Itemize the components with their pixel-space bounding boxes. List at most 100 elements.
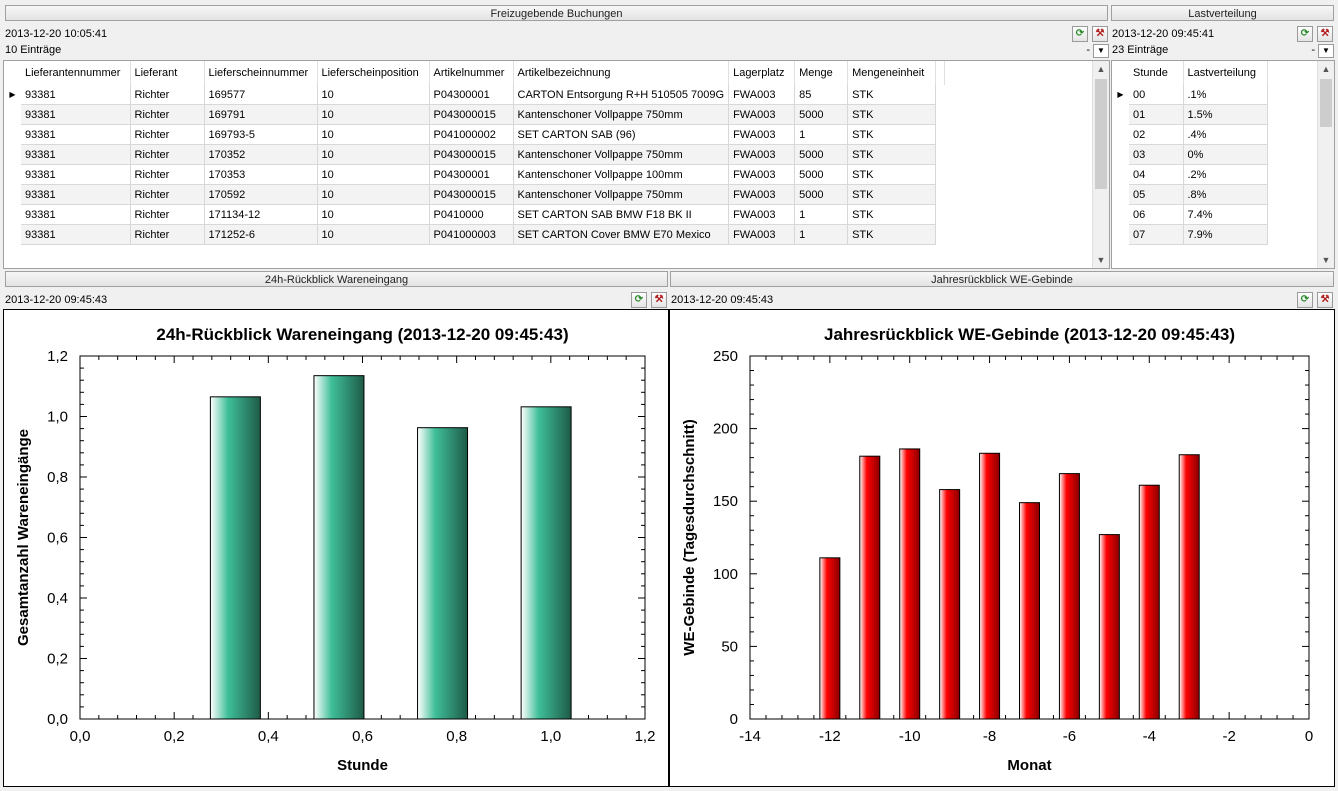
- yearly-settings-button[interactable]: ⚒: [1317, 292, 1333, 308]
- table-cell[interactable]: FWA003: [728, 124, 796, 145]
- table-cell[interactable]: 169577: [204, 85, 318, 105]
- table-cell[interactable]: P0410000: [429, 204, 514, 225]
- table-cell[interactable]: FWA003: [728, 144, 796, 165]
- table-row[interactable]: ▶ 93381 Richter 169577 10 P04300001 CARTON Ent…: [4, 85, 945, 105]
- load-column-header[interactable]: Stunde: [1129, 61, 1184, 85]
- table-cell[interactable]: 170352: [204, 144, 318, 165]
- table-cell[interactable]: 169793-5: [204, 124, 318, 145]
- bookings-vertical-scrollbar[interactable]: ▲ ▼: [1092, 61, 1109, 268]
- row-selector[interactable]: [4, 145, 21, 165]
- table-cell[interactable]: STK: [847, 104, 937, 125]
- row-selector[interactable]: [1112, 125, 1129, 145]
- table-cell[interactable]: 93381: [21, 85, 131, 105]
- row-selector[interactable]: [4, 185, 21, 205]
- table-cell[interactable]: 170592: [204, 184, 318, 205]
- receipts24h-refresh-button[interactable]: ⟳: [631, 292, 647, 308]
- table-cell[interactable]: 06: [1129, 204, 1184, 225]
- table-cell[interactable]: 10: [317, 184, 430, 205]
- table-cell[interactable]: 93381: [21, 124, 131, 145]
- table-row[interactable]: 05.8%: [1112, 184, 1268, 205]
- table-row[interactable]: 93381 Richter 170592 10 P043000015 Kantenscho…: [4, 184, 945, 205]
- table-cell[interactable]: 93381: [21, 164, 131, 185]
- table-cell[interactable]: .2%: [1183, 164, 1268, 185]
- table-cell[interactable]: P043000015: [429, 104, 514, 125]
- table-cell[interactable]: STK: [847, 184, 937, 205]
- table-row[interactable]: ▶ 00.1%: [1112, 85, 1268, 105]
- table-cell[interactable]: 85: [794, 85, 849, 105]
- table-cell[interactable]: 01: [1129, 104, 1184, 125]
- table-cell[interactable]: Kantenschoner Vollpappe 750mm: [513, 104, 730, 125]
- table-row[interactable]: 01 1.5%: [1112, 104, 1268, 125]
- scroll-down-icon[interactable]: ▼: [1321, 255, 1331, 265]
- table-cell[interactable]: 04: [1129, 164, 1184, 185]
- row-selector[interactable]: ▶: [1112, 85, 1129, 105]
- table-cell[interactable]: 5000: [794, 104, 849, 125]
- table-cell[interactable]: .4%: [1183, 124, 1268, 145]
- table-cell[interactable]: CARTON Entsorgung R+H 510505 7009G: [513, 85, 730, 105]
- table-cell[interactable]: Richter: [130, 184, 205, 205]
- table-cell[interactable]: STK: [847, 85, 937, 105]
- bookings-column-header[interactable]: Lieferant: [130, 61, 205, 85]
- bookings-column-header[interactable]: Artikelbezeichnung: [513, 61, 730, 85]
- table-cell[interactable]: STK: [847, 204, 937, 225]
- table-cell[interactable]: Richter: [130, 164, 205, 185]
- table-cell[interactable]: FWA003: [728, 85, 796, 105]
- table-cell[interactable]: 93381: [21, 224, 131, 245]
- table-cell[interactable]: 5000: [794, 144, 849, 165]
- bookings-column-header[interactable]: Mengeneinheit: [847, 61, 937, 85]
- table-cell[interactable]: P043000015: [429, 184, 514, 205]
- row-selector[interactable]: [4, 105, 21, 125]
- table-cell[interactable]: SET CARTON Cover BMW E70 Mexico: [513, 224, 730, 245]
- load-vertical-scrollbar[interactable]: ▲ ▼: [1317, 61, 1334, 268]
- table-row[interactable]: 03 0%: [1112, 144, 1268, 165]
- table-row[interactable]: 04.2%: [1112, 164, 1268, 185]
- table-cell[interactable]: P041000002: [429, 124, 514, 145]
- table-cell[interactable]: P04300001: [429, 164, 514, 185]
- load-settings-button[interactable]: ⚒: [1317, 26, 1333, 42]
- row-selector[interactable]: [4, 225, 21, 245]
- load-dropdown-button[interactable]: ▼: [1318, 44, 1334, 58]
- receipts24h-settings-button[interactable]: ⚒: [651, 292, 667, 308]
- table-cell[interactable]: 93381: [21, 144, 131, 165]
- bookings-column-header[interactable]: Lieferscheinposition: [317, 61, 430, 85]
- scroll-down-icon[interactable]: ▼: [1096, 255, 1106, 265]
- row-selector[interactable]: ▶: [4, 85, 21, 105]
- table-cell[interactable]: 10: [317, 124, 430, 145]
- table-cell[interactable]: 171252-6: [204, 224, 318, 245]
- bookings-column-header[interactable]: Lieferscheinnummer: [204, 61, 318, 85]
- table-row[interactable]: 93381 Richter 169793-5 10 P041000002 SET CART…: [4, 124, 945, 145]
- table-cell[interactable]: P041000003: [429, 224, 514, 245]
- load-refresh-button[interactable]: ⟳: [1297, 26, 1313, 42]
- yearly-refresh-button[interactable]: ⟳: [1297, 292, 1313, 308]
- bookings-refresh-button[interactable]: ⟳: [1072, 26, 1088, 42]
- bookings-dropdown-button[interactable]: ▼: [1093, 44, 1109, 58]
- row-selector[interactable]: [1112, 145, 1129, 165]
- table-row[interactable]: 93381 Richter 169791 10 P043000015 Kantenscho…: [4, 104, 945, 125]
- table-cell[interactable]: Richter: [130, 144, 205, 165]
- scroll-up-icon[interactable]: ▲: [1096, 64, 1106, 74]
- table-cell[interactable]: SET CARTON SAB (96): [513, 124, 730, 145]
- table-cell[interactable]: 1: [794, 204, 849, 225]
- table-cell[interactable]: Kantenschoner Vollpappe 750mm: [513, 144, 730, 165]
- table-cell[interactable]: P043000015: [429, 144, 514, 165]
- row-selector[interactable]: [1112, 105, 1129, 125]
- table-cell[interactable]: Richter: [130, 224, 205, 245]
- table-cell[interactable]: 10: [317, 164, 430, 185]
- row-selector[interactable]: [4, 165, 21, 185]
- table-cell[interactable]: FWA003: [728, 104, 796, 125]
- table-cell[interactable]: 03: [1129, 144, 1184, 165]
- table-cell[interactable]: 93381: [21, 104, 131, 125]
- table-cell[interactable]: 02: [1129, 124, 1184, 145]
- table-cell[interactable]: STK: [847, 144, 937, 165]
- table-cell[interactable]: .8%: [1183, 184, 1268, 205]
- table-cell[interactable]: Richter: [130, 124, 205, 145]
- table-cell[interactable]: 93381: [21, 184, 131, 205]
- table-cell[interactable]: 07: [1129, 224, 1184, 245]
- scroll-up-icon[interactable]: ▲: [1321, 64, 1331, 74]
- row-selector[interactable]: [1112, 225, 1129, 245]
- table-row[interactable]: 93381 Richter 170352 10 P043000015 Kantenscho…: [4, 144, 945, 165]
- table-cell[interactable]: 171134-12: [204, 204, 318, 225]
- row-selector[interactable]: [4, 125, 21, 145]
- table-cell[interactable]: 10: [317, 144, 430, 165]
- table-cell[interactable]: Kantenschoner Vollpappe 100mm: [513, 164, 730, 185]
